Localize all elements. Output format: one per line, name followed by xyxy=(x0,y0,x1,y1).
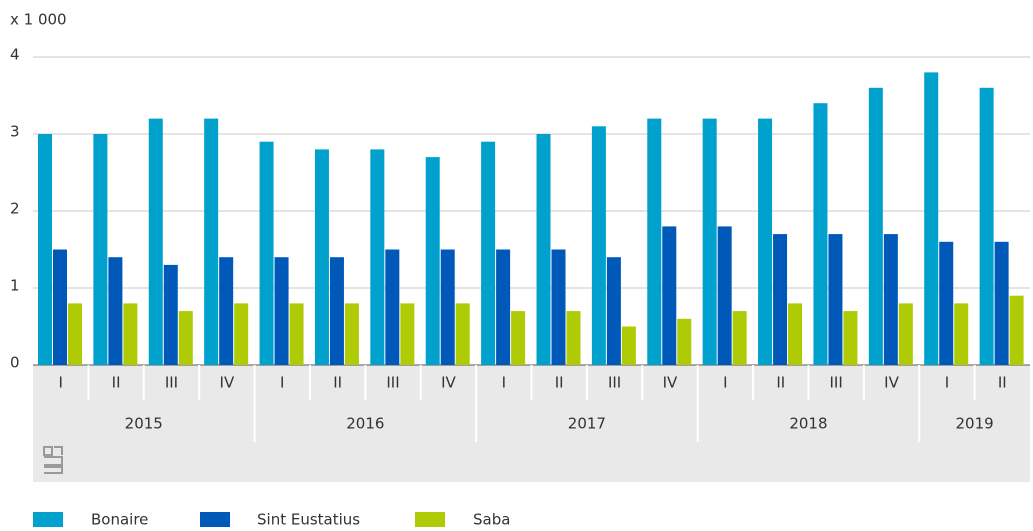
bar xyxy=(566,311,581,365)
bar xyxy=(511,311,526,365)
bar xyxy=(606,257,621,365)
bar xyxy=(53,249,67,365)
legend-swatch xyxy=(200,512,230,527)
x-tick-label: IV xyxy=(220,374,235,392)
bar xyxy=(385,249,400,365)
bar xyxy=(717,226,732,365)
x-tick-label: II xyxy=(112,374,121,392)
bar xyxy=(344,303,359,365)
x-tick-label: II xyxy=(555,374,564,392)
x-tick-label: I xyxy=(723,374,727,392)
bar xyxy=(551,249,566,365)
bar xyxy=(425,157,440,365)
x-tick-label: III xyxy=(386,374,399,392)
legend-label: Saba xyxy=(473,511,510,529)
bar xyxy=(38,134,52,365)
bar xyxy=(828,234,843,365)
bar xyxy=(370,149,385,365)
bar xyxy=(898,303,913,365)
logo xyxy=(43,446,63,474)
bar xyxy=(93,134,108,365)
bar xyxy=(647,118,662,365)
x-tick-label: III xyxy=(608,374,621,392)
legend-swatch xyxy=(415,512,445,527)
bar xyxy=(994,241,1009,365)
legend-label: Bonaire xyxy=(91,511,148,529)
x-tick-label: I xyxy=(502,374,506,392)
bar xyxy=(455,303,470,365)
bar xyxy=(702,118,717,365)
y-tick-label: 2 xyxy=(10,200,20,218)
bar xyxy=(813,103,828,365)
bar xyxy=(536,134,551,365)
bar xyxy=(178,311,193,365)
bar xyxy=(123,303,138,365)
x-tick-label: II xyxy=(998,374,1007,392)
bar xyxy=(481,141,496,365)
bar xyxy=(939,241,954,365)
bar xyxy=(662,226,677,365)
bar xyxy=(68,303,82,365)
bar xyxy=(204,118,219,365)
year-label: 2016 xyxy=(346,415,384,433)
x-tick-label: IV xyxy=(663,374,678,392)
x-tick-label: I xyxy=(58,374,62,392)
bar xyxy=(843,311,858,365)
bar xyxy=(883,234,898,365)
bar xyxy=(758,118,773,365)
y-tick-label: 0 xyxy=(10,354,20,372)
bar xyxy=(732,311,747,365)
bar xyxy=(400,303,415,365)
year-label: 2017 xyxy=(568,415,606,433)
x-tick-label: III xyxy=(165,374,178,392)
x-tick-label: IV xyxy=(884,374,899,392)
x-tick-label: IV xyxy=(441,374,456,392)
bar xyxy=(289,303,304,365)
x-tick-label: III xyxy=(829,374,842,392)
bar xyxy=(440,249,455,365)
bar xyxy=(329,257,344,365)
year-label: 2018 xyxy=(789,415,827,433)
bar xyxy=(219,257,234,365)
bar xyxy=(234,303,249,365)
bar xyxy=(788,303,803,365)
bar xyxy=(773,234,788,365)
bar xyxy=(591,126,606,365)
bar xyxy=(148,118,163,365)
legend-swatch xyxy=(33,512,63,527)
y-tick-label: 3 xyxy=(10,123,20,141)
bar xyxy=(274,257,289,365)
bar xyxy=(868,87,883,366)
x-tick-label: I xyxy=(280,374,284,392)
x-tick-label: II xyxy=(333,374,342,392)
bar xyxy=(163,264,178,365)
bar xyxy=(979,87,994,366)
bar xyxy=(1009,295,1024,365)
bar xyxy=(677,318,692,365)
year-label: 2015 xyxy=(125,415,163,433)
axis-label: x 1 000 xyxy=(10,11,67,29)
bar xyxy=(259,141,274,365)
bar xyxy=(621,326,636,365)
bar xyxy=(314,149,329,365)
year-label: 2019 xyxy=(956,415,994,433)
bar xyxy=(496,249,511,365)
bar xyxy=(954,303,969,365)
x-tick-label: I xyxy=(945,374,949,392)
bar xyxy=(924,72,939,366)
bar xyxy=(108,257,123,365)
y-tick-label: 4 xyxy=(10,46,20,64)
y-tick-label: 1 xyxy=(10,277,20,295)
x-tick-label: II xyxy=(776,374,785,392)
legend-label: Sint Eustatius xyxy=(257,511,360,529)
